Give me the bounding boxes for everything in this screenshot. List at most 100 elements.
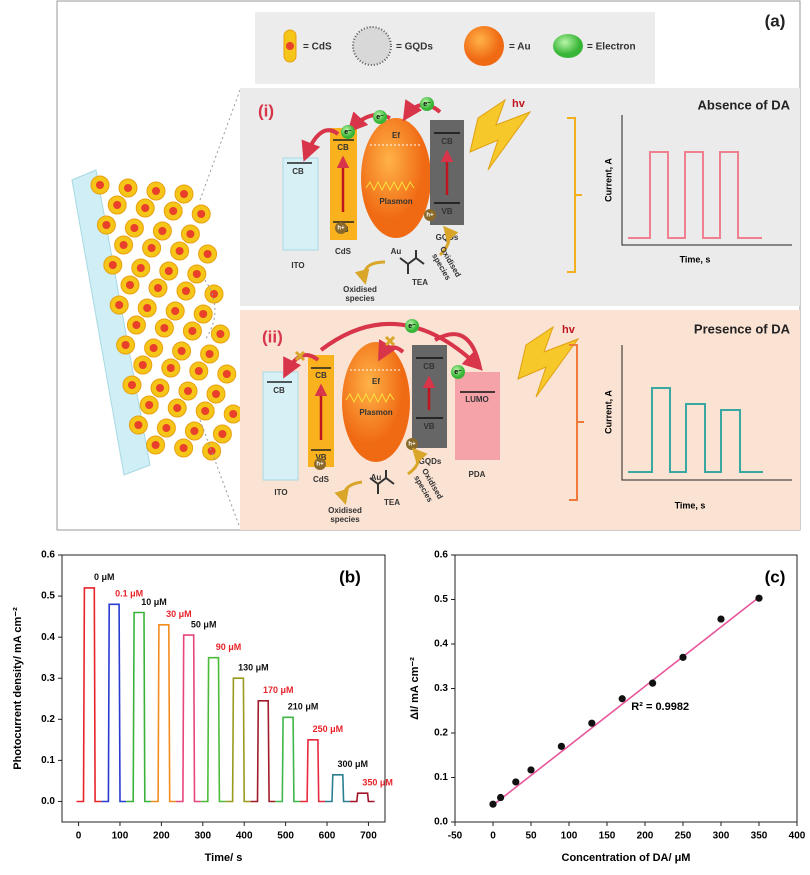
series-label: 170 μM <box>263 685 294 695</box>
band-name: CdS <box>313 475 330 484</box>
sphere-core <box>151 441 160 449</box>
sphere-core <box>154 284 162 292</box>
y-tick-label: 0.3 <box>434 683 448 694</box>
light-bolt <box>469 98 532 171</box>
y-tick-label: 0.4 <box>434 639 448 650</box>
molecule-label: TEA <box>412 278 428 287</box>
hole-label: h+ <box>426 213 434 219</box>
data-point <box>512 778 520 786</box>
sphere-core <box>199 310 208 318</box>
band-name: ITO <box>291 261 304 270</box>
sphere-core <box>113 201 122 209</box>
series-label: 0.1 μM <box>115 589 143 599</box>
x-tick-label: 100 <box>112 831 129 842</box>
sphere-core <box>121 341 130 349</box>
transfer-arrow <box>319 321 483 371</box>
electron-icon <box>553 34 583 58</box>
x-tick-label: 200 <box>637 831 654 842</box>
data-point <box>489 800 497 808</box>
x-axis-label: Concentration of DA/ μM <box>562 852 691 864</box>
species-label: species <box>330 515 360 524</box>
electron-label: e⁻ <box>454 369 462 376</box>
block-cross <box>294 335 396 362</box>
sphere-core <box>179 444 188 452</box>
inset-signal <box>628 151 762 239</box>
hole-label: h+ <box>316 462 324 468</box>
series-label: 250 μM <box>313 724 344 734</box>
electron-label: e⁻ <box>376 114 384 121</box>
series-label: 90 μM <box>216 642 242 652</box>
oxidation-arrow <box>334 480 363 505</box>
blocked-arrow <box>378 339 405 362</box>
ito-band <box>262 371 299 481</box>
x-tick-label: 350 <box>751 831 768 842</box>
legend-text: = Au <box>509 42 531 53</box>
electron-label: e⁻ <box>344 129 352 136</box>
x-tick-label: 150 <box>599 831 616 842</box>
y-tick-label: 0.1 <box>41 755 55 766</box>
sphere-core <box>119 241 128 249</box>
fit-line <box>492 596 760 806</box>
hv-label: hv <box>562 324 576 336</box>
y-axis-label: Photocurrent density/ mA cm⁻² <box>12 607 24 770</box>
x-tick-label: 50 <box>525 831 537 842</box>
sphere-core <box>203 250 212 258</box>
y-axis-label: ΔI/ mA cm⁻² <box>409 657 421 720</box>
series-label: 210 μM <box>288 702 319 712</box>
transfer-arrow <box>301 128 340 162</box>
electron <box>451 365 465 379</box>
sphere-core <box>115 301 124 309</box>
x-tick-label: 100 <box>561 831 578 842</box>
data-point <box>679 653 687 661</box>
sphere-core <box>162 424 171 432</box>
series-label: 300 μM <box>337 759 368 769</box>
sphere-core <box>160 324 169 332</box>
pda-band <box>455 372 500 460</box>
sphere-core <box>134 421 143 429</box>
sphere-layer <box>90 175 243 461</box>
x-tick-label: -50 <box>448 831 463 842</box>
series-label: 350 μM <box>362 778 393 788</box>
x-tick-label: 300 <box>713 831 730 842</box>
sphere-core <box>197 210 206 218</box>
plasmon-label: Plasmon <box>379 197 412 206</box>
sphere-core <box>180 190 188 198</box>
pulse-line <box>250 700 276 803</box>
data-point <box>649 679 657 687</box>
pulse-line <box>325 774 350 803</box>
y-tick-label: 0.5 <box>434 594 448 605</box>
hv-label: hv <box>512 98 526 110</box>
subpanel-label: (i) <box>258 101 274 120</box>
x-tick-label: 700 <box>360 831 377 842</box>
band-label: CB <box>337 143 349 152</box>
x-tick-label: 500 <box>277 831 294 842</box>
sphere-core <box>132 321 141 329</box>
sphere-core <box>152 187 160 195</box>
band-label: VB <box>441 207 452 216</box>
series-label: 50 μM <box>191 619 217 629</box>
panel-label: (a) <box>765 11 786 30</box>
sphere-core <box>166 364 175 372</box>
series-label: 30 μM <box>166 609 192 619</box>
y-tick-label: 0.6 <box>41 550 55 561</box>
electron <box>420 97 434 111</box>
plasmon-wave <box>345 392 395 404</box>
legend-text: = GQDs <box>396 42 433 53</box>
oxidation-arrow <box>354 260 386 285</box>
hole <box>314 458 326 470</box>
hole <box>406 438 418 450</box>
inset-axes <box>621 115 792 246</box>
data-point <box>497 793 505 802</box>
sphere-core <box>158 227 167 235</box>
y-tick-label: 0.4 <box>41 632 55 643</box>
data-point <box>717 615 725 623</box>
y-tick-label: 0.1 <box>434 772 448 783</box>
y-tick-label: 0.6 <box>434 550 448 561</box>
transfer-arrow <box>434 332 482 369</box>
inset-signal <box>628 387 763 473</box>
subpanel-title: Absence of DA <box>698 97 791 112</box>
pulse-line <box>126 611 151 803</box>
sphere-core <box>229 410 238 418</box>
hole-label: h+ <box>337 226 345 232</box>
